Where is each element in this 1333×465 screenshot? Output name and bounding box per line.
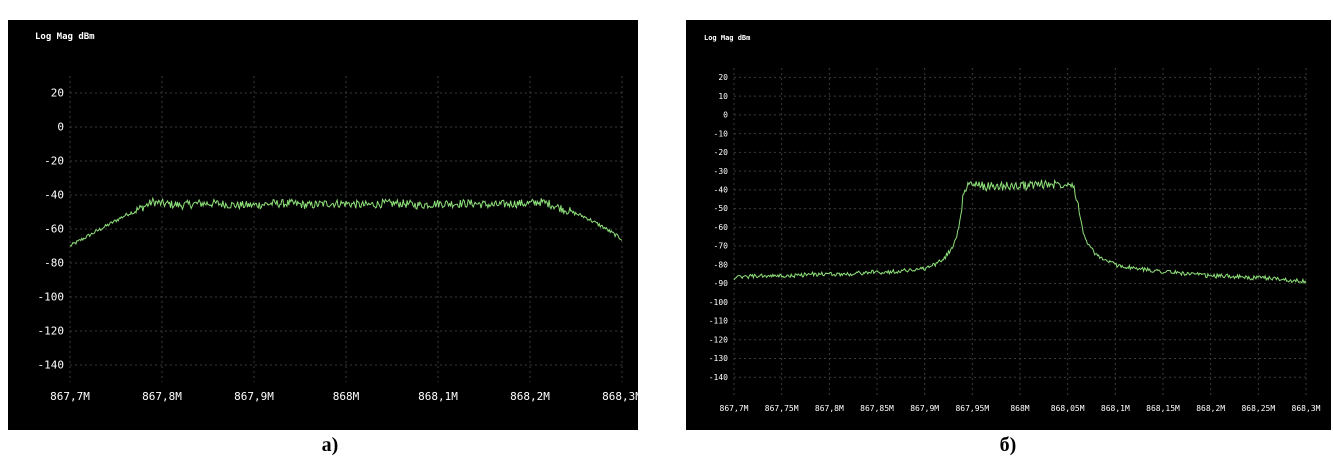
chart-title: Log Mag dBm (35, 32, 95, 42)
x-tick-label: 867,8M (815, 404, 844, 413)
x-tick-label: 868,1M (1101, 404, 1130, 413)
chart-panel-b: Log Mag dBm 20 10 0 -10 -20 -30 -40 -50 -60 -70 -8… (686, 20, 1331, 430)
y-tick-label: -20 (44, 155, 64, 168)
x-tick-label: 868M (1010, 404, 1029, 413)
y-tick-label: -60 (714, 223, 729, 232)
y-tick-label: -120 (709, 335, 728, 344)
x-tick-label: 868,15M (1146, 404, 1180, 413)
x-tick-label: 867,95M (955, 404, 989, 413)
x-tick-label: 868,1M (418, 390, 458, 403)
y-tick-label: 20 (51, 87, 64, 100)
x-tick-label: 867,9M (234, 390, 274, 403)
series-line (733, 178, 1307, 284)
caption-a: a) (321, 434, 339, 456)
y-tick-label: -90 (714, 279, 729, 288)
y-tick-label: -10 (714, 129, 729, 138)
y-tick-label: -120 (38, 325, 65, 338)
y-tick-label: 10 (718, 92, 728, 101)
x-tick-label: 868,25M (1241, 404, 1275, 413)
y-tick-label: -110 (709, 317, 728, 326)
x-tick-label: 867,9M (910, 404, 939, 413)
y-tick-label: -30 (714, 167, 729, 176)
x-tick-label: 867,75M (765, 404, 799, 413)
chart-panel-a: Log Mag dBm 20 0 -20 -40 -60 -80 -100 -120 -140 8… (8, 20, 638, 430)
y-tick-label: -60 (44, 223, 64, 236)
x-tick-label: 868,3M (602, 390, 638, 403)
chart-title: Log Mag dBm (704, 34, 751, 42)
y-tick-label: -40 (44, 189, 64, 202)
y-tick-label: -80 (44, 257, 64, 270)
y-tick-label: -20 (714, 148, 729, 157)
y-tick-label: -40 (714, 185, 729, 194)
y-tick-label: -140 (38, 359, 65, 372)
y-tick-label: -80 (714, 260, 729, 269)
series-line (69, 196, 623, 247)
x-tick-label: 867,7M (720, 404, 749, 413)
x-tick-label: 868M (333, 390, 360, 403)
y-tick-label: -100 (709, 298, 728, 307)
y-tick-label: -140 (709, 373, 728, 382)
y-tick-label: -50 (714, 204, 729, 213)
x-tick-label: 867,85M (860, 404, 894, 413)
x-tick-label: 867,8M (142, 390, 182, 403)
y-tick-label: 0 (723, 111, 728, 120)
x-tick-label: 868,05M (1051, 404, 1085, 413)
caption-b: б) (999, 434, 1017, 456)
y-tick-label: 20 (718, 73, 728, 82)
x-tick-label: 868,3M (1292, 404, 1321, 413)
x-tick-label: 868,2M (510, 390, 550, 403)
y-tick-label: -70 (714, 242, 729, 251)
x-tick-label: 867,7M (50, 390, 90, 403)
y-tick-label: -100 (38, 291, 65, 304)
y-tick-label: -130 (709, 354, 728, 363)
chart-plot-b: 20 10 0 -10 -20 -30 -40 -50 -60 -70 -80 -90 -100 -110… (709, 68, 1321, 413)
chart-plot-a: 20 0 -20 -40 -60 -80 -100 -120 -140 867,7M 867,8M 8… (38, 76, 638, 403)
y-tick-label: 0 (57, 121, 64, 134)
x-tick-label: 868,2M (1196, 404, 1225, 413)
